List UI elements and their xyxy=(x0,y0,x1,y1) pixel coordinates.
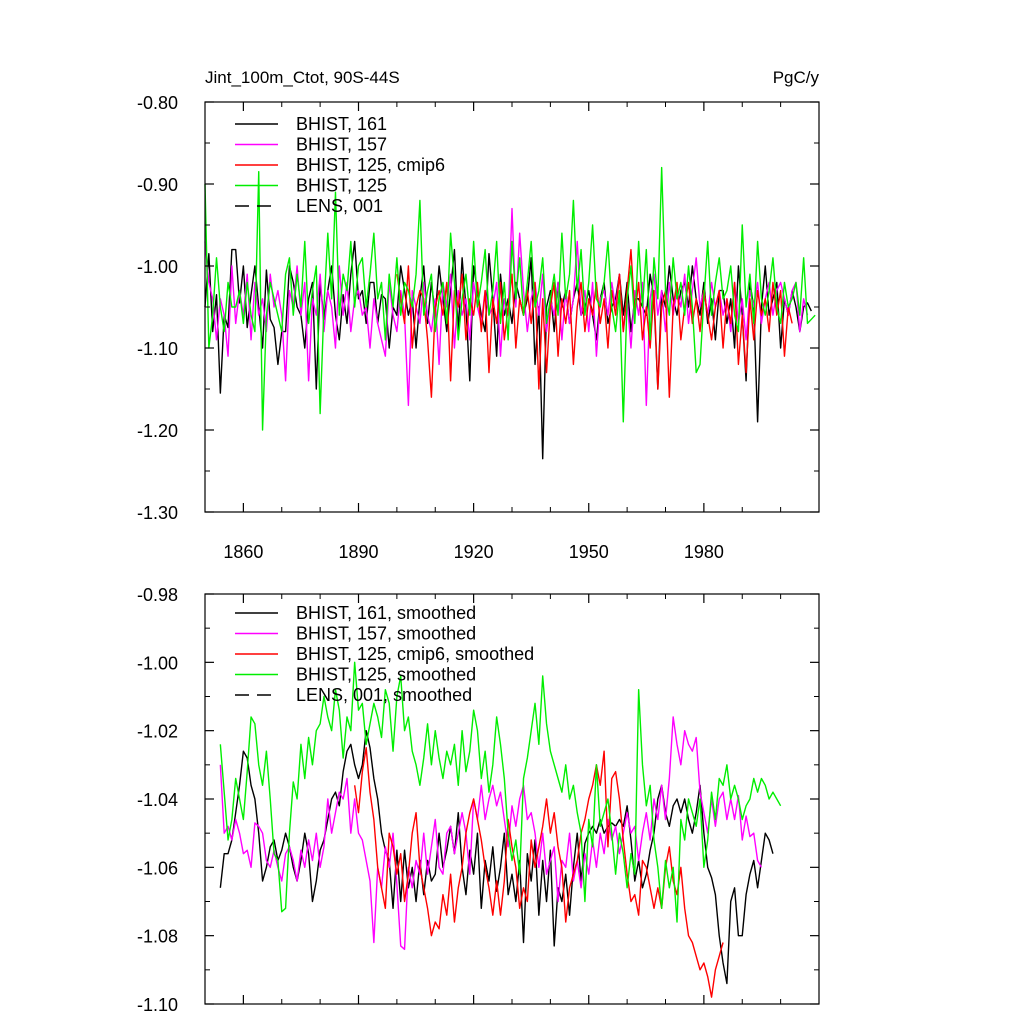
top-ytick-label: -1.10 xyxy=(137,339,178,359)
top-xtick-label: 1860 xyxy=(223,542,263,562)
bottom-ytick-label: -1.04 xyxy=(137,790,178,810)
top-legend-label-3: BHIST, 125, cmip6 xyxy=(296,155,445,175)
top-chart-title: Jint_100m_Ctot, 90S-44S xyxy=(205,68,400,87)
top-xtick-label: 1950 xyxy=(569,542,609,562)
bottom-plot-frame xyxy=(204,593,820,1005)
top-ytick-label: -1.20 xyxy=(137,421,178,441)
top-series-line-4 xyxy=(204,166,816,431)
top-panel: Jint_100m_Ctot, 90S-44S PgC/y -1.30 -1.20… xyxy=(137,68,820,562)
top-ytick-label: -1.00 xyxy=(137,257,178,277)
top-ytick-label: -1.30 xyxy=(137,503,178,523)
bottom-ytick-label: -1.08 xyxy=(137,927,178,947)
bottom-ytick-label: -1.10 xyxy=(137,995,178,1015)
bottom-panel: -1.10 -1.08 -1.06 -1.04 -1.02 -1.00 -0.98 BHIS… xyxy=(137,585,820,1015)
top-ytick-label: -0.80 xyxy=(137,93,178,113)
top-chart-units: PgC/y xyxy=(773,68,820,87)
bottom-legend-label-4: BHIST, 125, smoothed xyxy=(296,665,476,685)
bottom-series-group xyxy=(219,661,782,998)
top-series-group xyxy=(204,166,816,460)
top-legend-label-2: BHIST, 157 xyxy=(296,135,387,155)
bottom-series-line-4 xyxy=(219,661,782,923)
top-xtick-label: 1890 xyxy=(338,542,378,562)
bottom-legend-label-5: LENS, 001, smoothed xyxy=(296,685,472,705)
bottom-legend-label-2: BHIST, 157, smoothed xyxy=(296,624,476,644)
top-legend-label-5: LENS, 001 xyxy=(296,196,383,216)
bottom-series-line-2 xyxy=(219,716,763,951)
top-ytick-label: -0.90 xyxy=(137,175,178,195)
top-axes: -1.30 -1.20 -1.10 -1.00 -0.90 -0.80 1860 1890 19… xyxy=(137,93,820,562)
top-plot-frame xyxy=(204,101,820,513)
bottom-axes: -1.10 -1.08 -1.06 -1.04 -1.02 -1.00 -0.98 xyxy=(137,585,820,1015)
bottom-series-line-1 xyxy=(219,729,774,985)
top-legend-label-1: BHIST, 161 xyxy=(296,114,387,134)
bottom-ytick-label: -1.00 xyxy=(137,653,178,673)
top-legend-label-4: BHIST, 125 xyxy=(296,176,387,196)
bottom-ytick-label: -0.98 xyxy=(137,585,178,605)
top-xtick-label: 1980 xyxy=(684,542,724,562)
top-xtick-label: 1920 xyxy=(454,542,494,562)
bottom-ytick-label: -1.02 xyxy=(137,722,178,742)
bottom-legend-label-3: BHIST, 125, cmip6, smoothed xyxy=(296,644,534,664)
bottom-ytick-label: -1.06 xyxy=(137,858,178,878)
bottom-legend-label-1: BHIST, 161, smoothed xyxy=(296,603,476,623)
top-series-line-3 xyxy=(396,248,793,398)
